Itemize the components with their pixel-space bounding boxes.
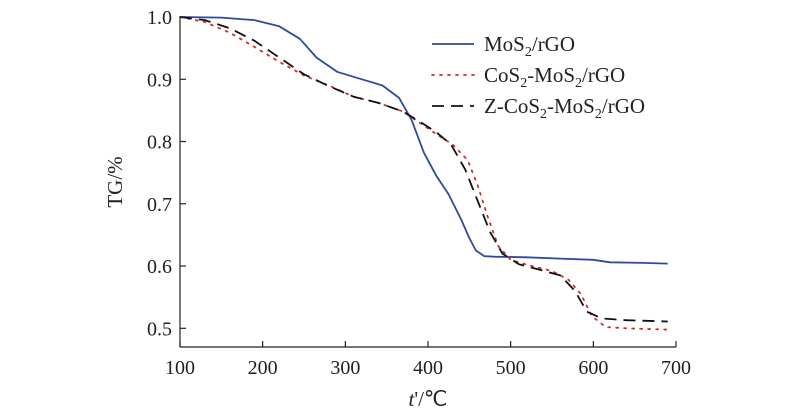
series-line-2 bbox=[179, 16, 669, 331]
y-tick-label: 0.6 bbox=[147, 256, 172, 278]
legend-text-part: -MoS bbox=[547, 94, 595, 118]
x-axis-title-unit: '/℃ bbox=[414, 387, 447, 411]
x-tick-label: 200 bbox=[248, 357, 278, 379]
legend-text-part: MoS bbox=[484, 32, 525, 56]
legend-label-1: MoS2/rGO bbox=[484, 32, 575, 60]
legend-text-part: /rGO bbox=[582, 63, 625, 87]
series-line-1 bbox=[179, 16, 668, 265]
x-tick-label: 600 bbox=[578, 357, 608, 379]
legend-text-part: Z-CoS bbox=[484, 94, 540, 118]
legend-subscript: 2 bbox=[525, 45, 532, 60]
x-tick-label: 700 bbox=[661, 357, 691, 379]
legend-subscript: 2 bbox=[520, 76, 527, 91]
x-axis-title: t'/℃ bbox=[408, 387, 447, 411]
legend-text-part: /rGO bbox=[602, 94, 645, 118]
series-layer bbox=[179, 16, 669, 331]
y-axis-title: TG/% bbox=[103, 156, 127, 207]
legend-label-2: CoS2-MoS2/rGO bbox=[484, 63, 625, 91]
x-tick-label: 500 bbox=[496, 357, 526, 379]
y-tick-label: 0.5 bbox=[147, 318, 172, 340]
legend-text-part: CoS bbox=[484, 63, 520, 87]
legend-text-part: -MoS bbox=[527, 63, 575, 87]
x-tick-label: 400 bbox=[413, 357, 443, 379]
x-tick-label: 100 bbox=[165, 357, 195, 379]
x-tick-label: 300 bbox=[330, 357, 360, 379]
legend-text-part: /rGO bbox=[532, 32, 575, 56]
axes-layer: 100 200 300 400 500 600 700 0.5 0.6 0.7 0.8 0.9 1.0 T… bbox=[103, 7, 691, 411]
y-tick-label: 0.8 bbox=[147, 132, 172, 154]
legend-label-3: Z-CoS2-MoS2/rGO bbox=[484, 94, 645, 122]
legend-subscript: 2 bbox=[540, 107, 547, 122]
x-axis-title-var: t bbox=[408, 387, 415, 411]
y-tick-label: 1.0 bbox=[147, 7, 172, 29]
y-tick-label: 0.9 bbox=[147, 69, 172, 91]
legend-subscript: 2 bbox=[575, 76, 582, 91]
y-tick-label: 0.7 bbox=[147, 194, 172, 216]
legend-subscript: 2 bbox=[595, 107, 602, 122]
